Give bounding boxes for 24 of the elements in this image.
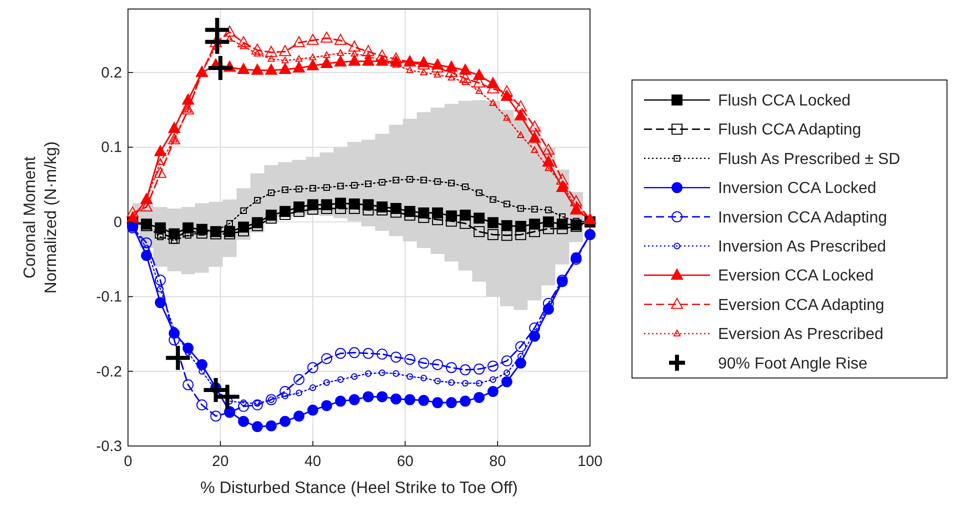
x-axis-title: % Disturbed Stance (Heel Strike to Toe Off) xyxy=(200,479,518,497)
legend-label: Inversion CCA Locked xyxy=(718,180,876,198)
x-tick-label: 20 xyxy=(212,453,229,470)
y-tick-label: 0 xyxy=(114,214,122,231)
x-tick-label: 100 xyxy=(577,453,603,470)
y-tick-label: -0.2 xyxy=(96,363,122,380)
y-tick-label: 0.2 xyxy=(101,64,122,82)
legend-label: Eversion CCA Adapting xyxy=(718,296,884,314)
legend-label: 90% Foot Angle Rise xyxy=(718,355,868,372)
legend-label: Flush CCA Locked xyxy=(718,92,851,110)
y-tick-label: -0.3 xyxy=(96,438,122,455)
legend-label: Flush CCA Adapting xyxy=(718,122,862,139)
x-tick-label: 60 xyxy=(396,453,414,470)
legend-label: Eversion As Prescribed xyxy=(718,326,884,344)
y-tick-label: 0.1 xyxy=(101,139,122,156)
y-axis-title: Coronal Moment Normalized (N·m/kg) xyxy=(21,141,60,294)
legend-label: Flush As Prescribed ± SD xyxy=(718,150,900,168)
x-tick-label: 40 xyxy=(304,453,322,470)
legend-label: Inversion As Prescribed xyxy=(718,238,886,256)
legend-label: Eversion CCA Locked xyxy=(718,268,874,285)
x-tick-label: 80 xyxy=(489,453,506,470)
y-tick-label: -0.1 xyxy=(96,288,122,306)
x-tick-label: 0 xyxy=(124,453,132,470)
legend-label: Inversion CCA Adapting xyxy=(718,209,887,226)
